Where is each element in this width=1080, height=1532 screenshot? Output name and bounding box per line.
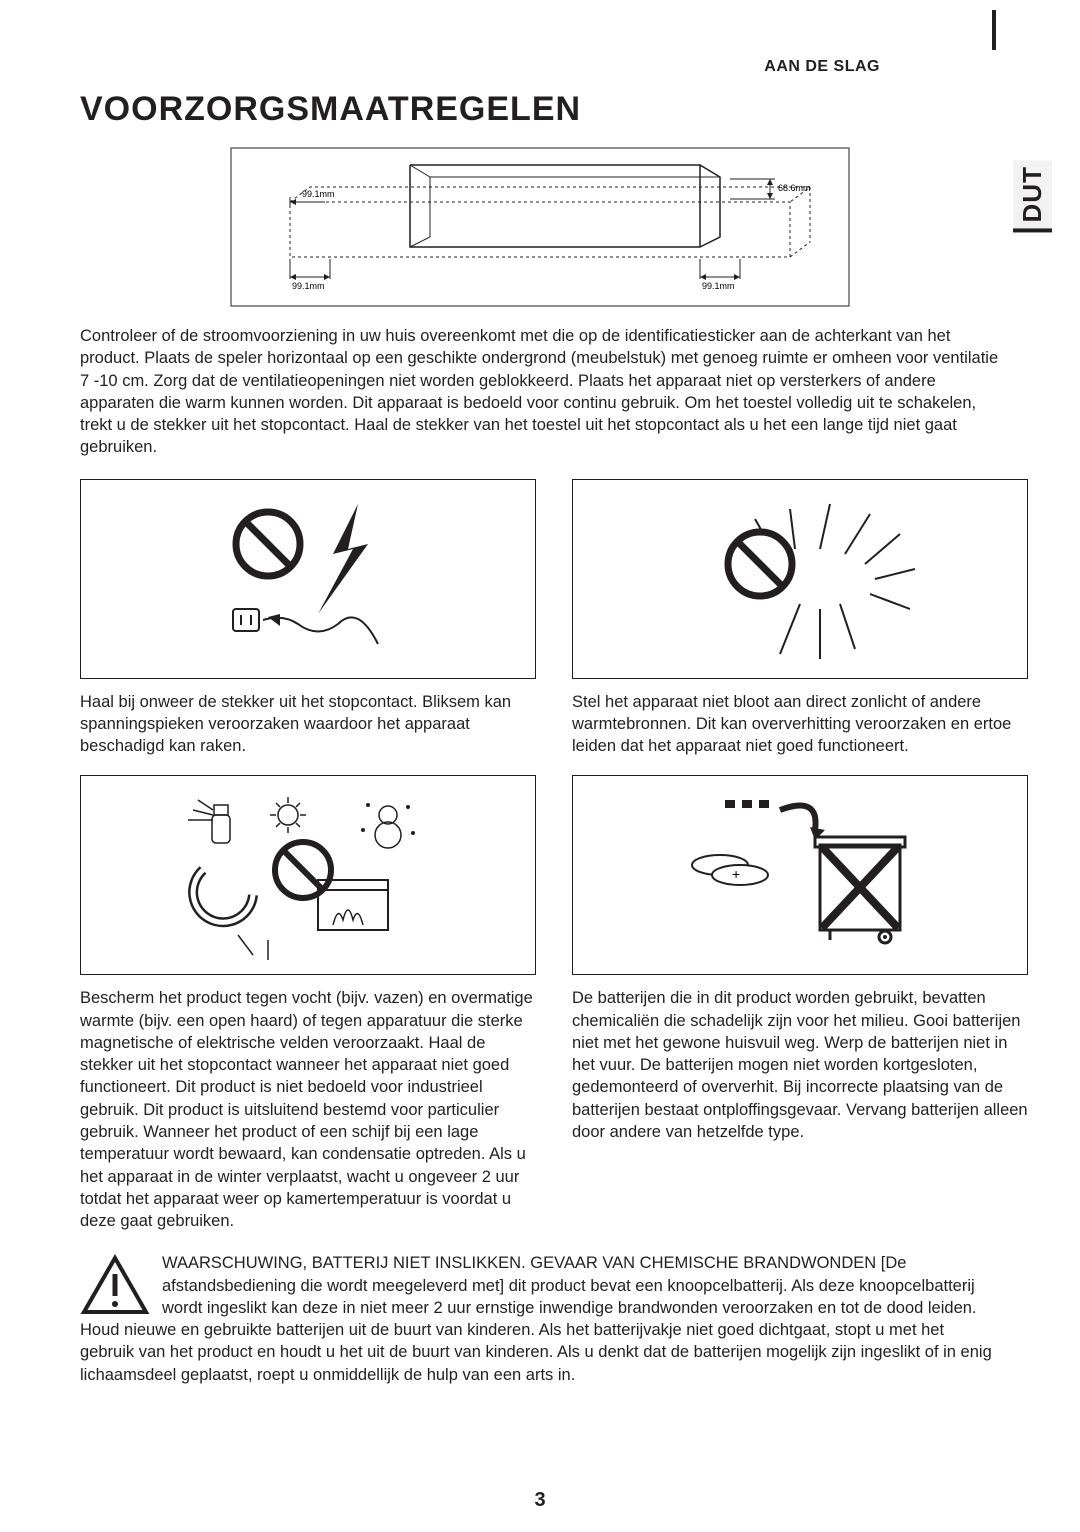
dim-bottom-right-label: 99.1mm — [702, 281, 735, 291]
moisture-illustration — [80, 775, 536, 975]
dim-bottom-left-label: 99.1mm — [292, 281, 325, 291]
right-column: Stel het apparaat niet bloot aan direct … — [572, 479, 1028, 1233]
sunlight-text: Stel het apparaat niet bloot aan direct … — [572, 691, 1028, 758]
sunlight-illustration — [572, 479, 1028, 679]
battery-illustration: + — [572, 775, 1028, 975]
warning-text: WAARSCHUWING, BATTERIJ NIET INSLIKKEN. G… — [80, 1254, 992, 1383]
dim-right-label: 68.6mm — [778, 183, 811, 193]
moisture-text: Bescherm het product tegen vocht (bijv. … — [80, 987, 536, 1232]
dimension-diagram: 99.1mm 99.1mm 99.1mm 68.6mm — [230, 147, 850, 307]
lightning-text: Haal bij onweer de stekker uit het stopc… — [80, 691, 536, 758]
section-label: AAN DE SLAG — [764, 58, 880, 76]
intro-paragraph: Controleer of de stroomvoorziening in uw… — [80, 325, 1000, 459]
svg-text:+: + — [732, 866, 740, 882]
warning-triangle-icon — [80, 1254, 150, 1316]
page-title: VOORZORGSMAATREGELEN — [80, 90, 1000, 129]
language-tab: DUT — [1013, 160, 1052, 232]
warning-columns: Haal bij onweer de stekker uit het stopc… — [80, 479, 1000, 1233]
battery-text: De batterijen die in dit product worden … — [572, 987, 1028, 1143]
page-number: 3 — [534, 1489, 545, 1512]
header-rule — [992, 10, 996, 50]
lightning-illustration — [80, 479, 536, 679]
left-column: Haal bij onweer de stekker uit het stopc… — [80, 479, 536, 1233]
warning-block: WAARSCHUWING, BATTERIJ NIET INSLIKKEN. G… — [80, 1252, 1000, 1386]
dim-left-label: 99.1mm — [302, 189, 335, 199]
